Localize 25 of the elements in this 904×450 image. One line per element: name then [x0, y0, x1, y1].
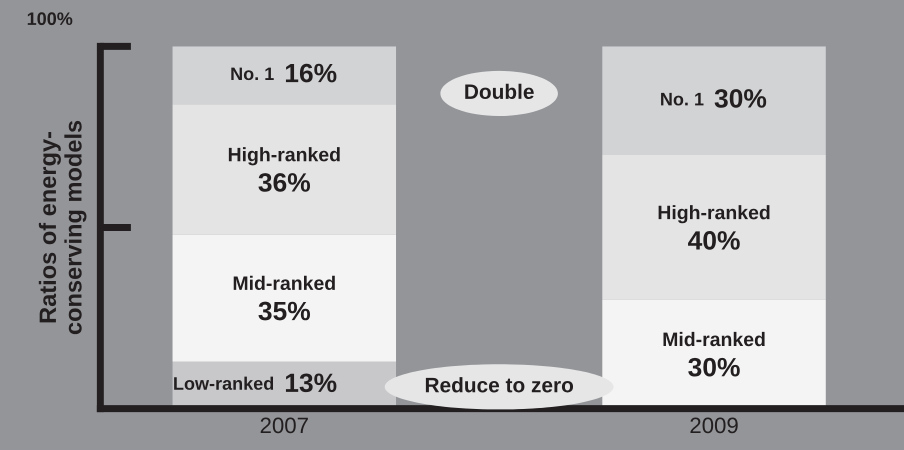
data-label: 40% — [688, 231, 740, 250]
y-axis-title: Ratios of energy- conserving models — [38, 120, 86, 334]
bar — [172, 234, 396, 362]
bar — [602, 155, 826, 300]
text: 100% — [28, 12, 72, 26]
data-label: 13% — [286, 373, 336, 392]
text: High-ranked — [658, 205, 770, 224]
x-tick-label: 2007 — [260, 418, 308, 434]
x-tick-label: 2009 — [690, 418, 738, 434]
bar — [602, 46, 826, 156]
data-label: 16% — [286, 64, 336, 82]
annotation: Reduce to zero — [426, 377, 574, 392]
series-label: Mid-ranked — [663, 332, 765, 346]
series-label: No. 1 — [231, 68, 274, 80]
bar — [172, 46, 396, 104]
series-label: High-ranked — [228, 147, 340, 166]
text: Mid-ranked — [234, 276, 335, 290]
text: No. 1 — [661, 92, 704, 106]
bar — [172, 104, 396, 235]
data-label: 35% — [258, 302, 310, 320]
data-label: 30% — [688, 358, 740, 377]
data-label: 36% — [258, 173, 310, 192]
data-label: 30% — [714, 89, 766, 108]
series-label: Low-ranked — [174, 376, 274, 390]
annotation: Double — [465, 84, 534, 100]
